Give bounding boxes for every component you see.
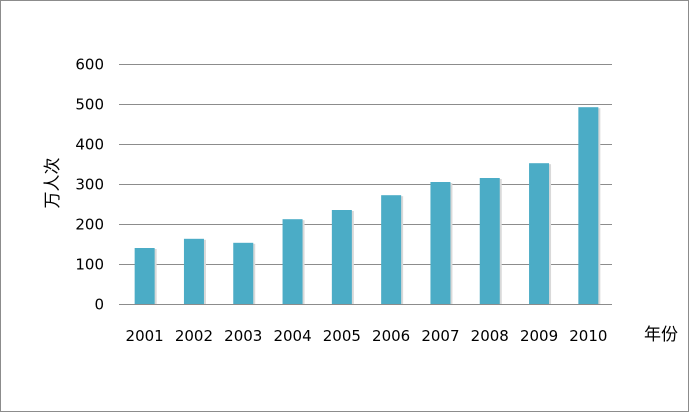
bars <box>134 107 601 304</box>
y-axis-ticks: 0 100 200 300 400 500 600 <box>75 56 104 314</box>
bar-2005 <box>331 210 352 304</box>
x-tick-label: 2003 <box>224 327 262 345</box>
x-tick-label: 2004 <box>273 327 311 345</box>
bar-2004 <box>282 219 303 304</box>
x-tick-label: 2001 <box>126 327 164 345</box>
y-tick-label: 400 <box>75 136 104 154</box>
y-tick-label: 100 <box>75 256 104 274</box>
bar-2007 <box>430 182 451 304</box>
x-tick-label: 2007 <box>421 327 459 345</box>
bar-2010 <box>578 107 599 304</box>
y-tick-label: 600 <box>75 56 104 74</box>
bar-2009 <box>529 163 550 304</box>
y-tick-label: 500 <box>75 96 104 114</box>
x-tick-label: 2006 <box>372 327 410 345</box>
bar-2002 <box>183 238 204 304</box>
bar-2006 <box>381 195 402 304</box>
y-tick-label: 0 <box>94 296 104 314</box>
x-tick-label: 2009 <box>520 327 558 345</box>
x-tick-label: 2010 <box>569 327 607 345</box>
bar-2003 <box>233 242 254 304</box>
bar-2001 <box>134 248 155 304</box>
x-tick-label: 2002 <box>175 327 213 345</box>
y-tick-label: 200 <box>75 216 104 234</box>
y-tick-label: 300 <box>75 176 104 194</box>
y-axis-label: 万人次 <box>43 158 63 209</box>
bar-2008 <box>479 178 500 304</box>
x-tick-label: 2008 <box>471 327 509 345</box>
x-axis-ticks: 2001 2002 2003 2004 2005 2006 2007 2008 2009 2010 <box>126 327 608 345</box>
x-axis-label: 年份 <box>644 325 678 345</box>
x-tick-label: 2005 <box>323 327 361 345</box>
